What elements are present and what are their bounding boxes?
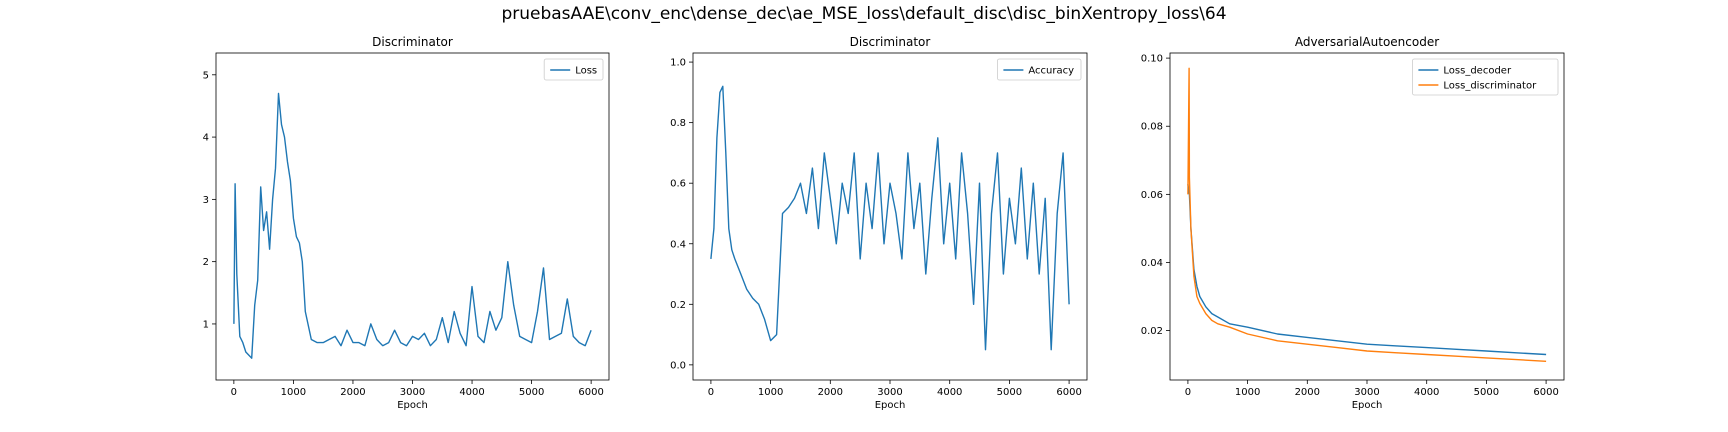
- legend-box: [543, 58, 604, 81]
- y-tick-label: 2: [203, 257, 209, 268]
- y-tick-label: 0.0: [670, 360, 686, 371]
- legend-label: Loss: [575, 66, 597, 77]
- x-axis-label: Epoch: [1352, 400, 1383, 411]
- y-tick-label: 0.04: [1141, 258, 1163, 269]
- x-tick-label: 0: [1185, 387, 1191, 398]
- x-tick-label: 0: [231, 387, 237, 398]
- plot-frame: [692, 52, 1088, 381]
- legend-label: Loss_discriminator: [1443, 81, 1537, 92]
- y-tick-label: 3: [203, 195, 209, 206]
- y-tick-label: 0.4: [670, 239, 686, 250]
- x-tick-label: 3000: [400, 387, 425, 398]
- y-tick-label: 1: [203, 319, 209, 330]
- y-tick-label: 1.0: [670, 58, 686, 69]
- y-tick-label: 0.06: [1141, 190, 1163, 201]
- x-tick-label: 3000: [877, 387, 902, 398]
- x-tick-label: 4000: [1414, 387, 1439, 398]
- x-tick-label: 1000: [758, 387, 783, 398]
- y-tick-label: 5: [203, 70, 209, 81]
- series-line-loss-decoder: [1187, 183, 1547, 356]
- x-tick-label: 1000: [281, 387, 306, 398]
- legend-box: [1412, 58, 1559, 96]
- subplot-title: Discriminator: [372, 35, 453, 49]
- legend-label: Loss_decoder: [1443, 66, 1512, 77]
- series-line-accuracy: [710, 85, 1070, 351]
- subplot-2: Discriminator 0 1000 2000 3000 4000 5000 6000 0.…: [670, 35, 1088, 411]
- x-tick-label: 1000: [1235, 387, 1260, 398]
- x-tick-label: 5000: [997, 387, 1022, 398]
- legend: Loss: [543, 58, 604, 81]
- x-tick-label: 2000: [818, 387, 843, 398]
- x-axis-label: Epoch: [875, 400, 906, 411]
- x-tick-label: 6000: [1533, 387, 1558, 398]
- y-tick-label: 0.02: [1141, 326, 1163, 337]
- series-line-loss-discriminator: [1187, 67, 1547, 362]
- figure-suptitle: pruebasAAE\conv_enc\dense_dec\ae_MSE_los…: [501, 4, 1227, 24]
- y-tick-label: 0.6: [670, 179, 686, 190]
- x-axis-label: Epoch: [397, 400, 428, 411]
- subplot-3: AdversarialAutoencoder 0 1000 2000 3000 4000 5…: [1141, 35, 1565, 411]
- x-tick-label: 6000: [1056, 387, 1081, 398]
- subplot-1: Discriminator 0 1000 2000 3000 4000 5000 6000 1 2…: [203, 35, 610, 411]
- y-tick-label: 0.10: [1141, 54, 1163, 65]
- y-tick-label: 0.8: [670, 118, 686, 129]
- x-tick-label: 2000: [340, 387, 365, 398]
- x-tick-label: 0: [708, 387, 714, 398]
- legend-label: Accuracy: [1028, 66, 1074, 77]
- subplot-title: Discriminator: [850, 35, 931, 49]
- legend-box: [997, 58, 1082, 81]
- legend: Accuracy: [997, 58, 1082, 81]
- plot-frame: [215, 52, 610, 381]
- y-tick-label: 0.08: [1141, 122, 1163, 133]
- series-line-loss: [233, 92, 592, 359]
- subplot-title: AdversarialAutoencoder: [1295, 35, 1439, 49]
- legend: Loss_decoder Loss_discriminator: [1412, 58, 1559, 96]
- x-tick-label: 3000: [1354, 387, 1379, 398]
- y-tick-label: 4: [203, 133, 209, 144]
- x-tick-label: 6000: [578, 387, 603, 398]
- x-tick-label: 4000: [459, 387, 484, 398]
- x-tick-label: 5000: [1474, 387, 1499, 398]
- x-tick-label: 4000: [937, 387, 962, 398]
- y-tick-label: 0.2: [670, 300, 686, 311]
- plot-frame: [1169, 52, 1565, 381]
- x-tick-label: 2000: [1295, 387, 1320, 398]
- x-tick-label: 5000: [519, 387, 544, 398]
